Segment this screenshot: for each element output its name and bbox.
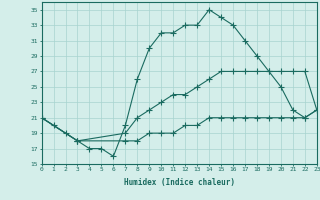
X-axis label: Humidex (Indice chaleur): Humidex (Indice chaleur) (124, 178, 235, 187)
